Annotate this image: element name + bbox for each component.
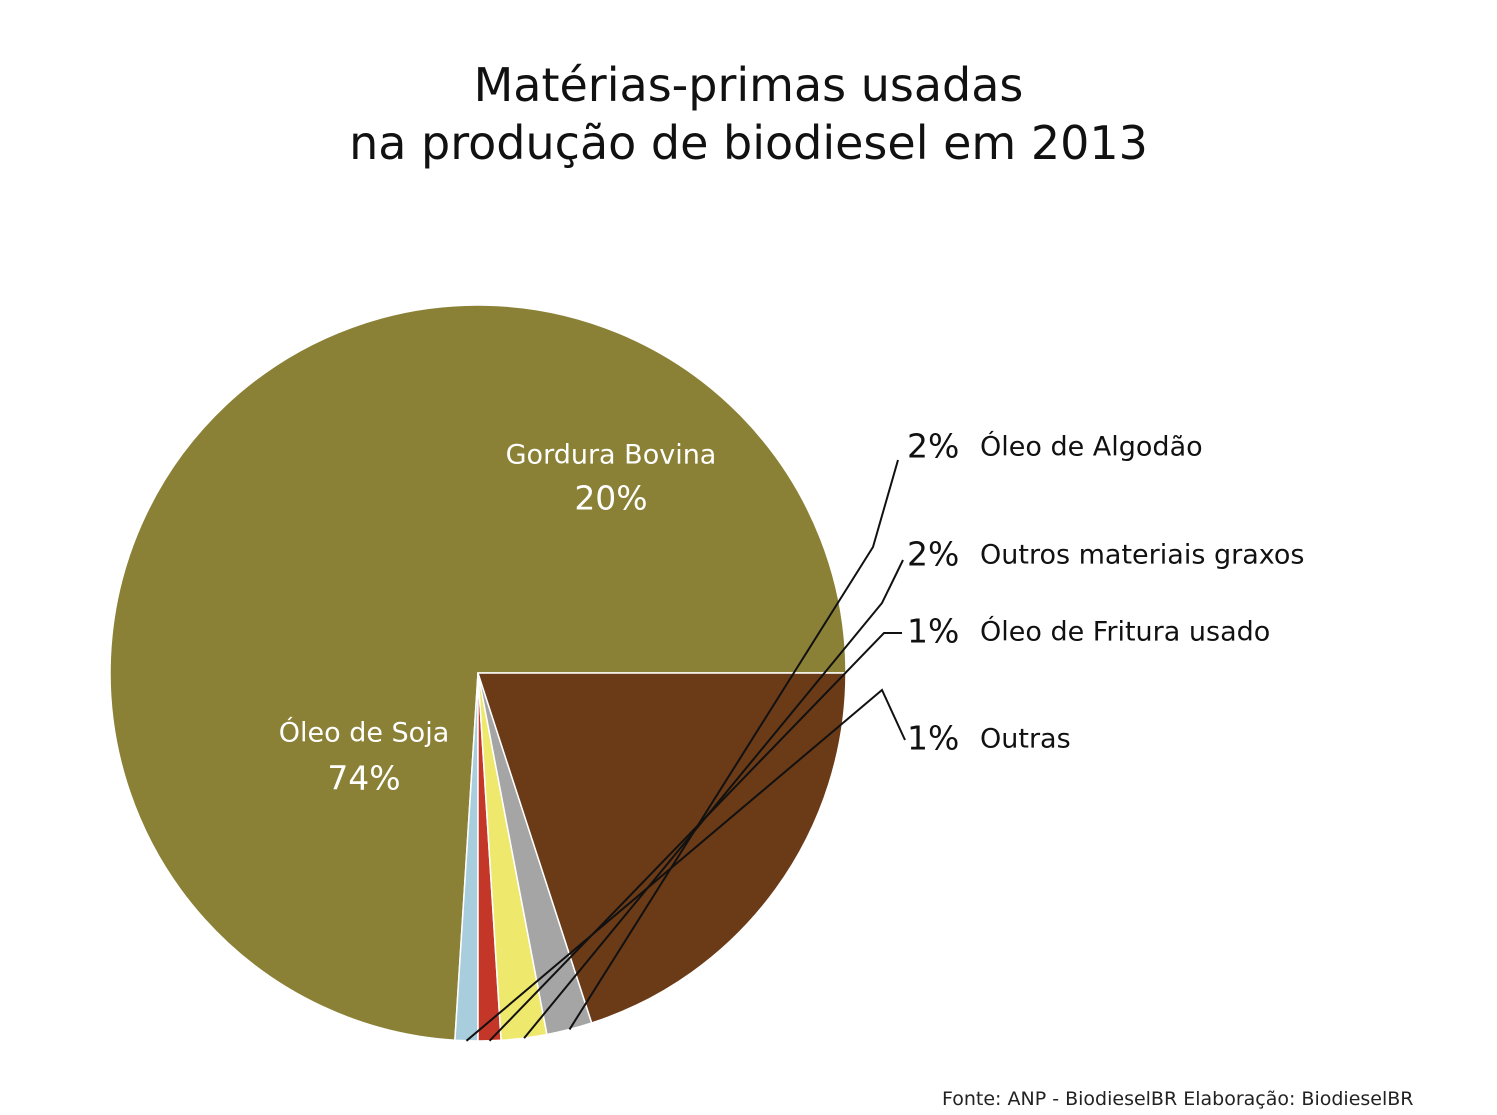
chart-title-line-1: Matérias-primas usadas: [473, 58, 1024, 112]
slice-value-outros-materiais-graxos: 2%: [907, 535, 959, 574]
slice-label-oleo-de-algodao: Óleo de Algodão: [980, 431, 1203, 463]
source-note: Fonte: ANP - BiodieselBR Elaboração: Bio…: [942, 1088, 1414, 1110]
chart-title: Matérias-primas usadas na produção de bi…: [0, 56, 1497, 172]
leader-line-outras: [465, 688, 906, 1042]
pie-slice-gordura-bovina: [476, 672, 847, 1024]
pie-slices: [109, 304, 847, 1042]
slice-value-oleo-de-fritura-usado: 1%: [907, 612, 959, 651]
slice-value-oleo-de-soja: 74%: [327, 759, 400, 798]
slice-value-oleo-de-algodao: 2%: [907, 427, 959, 466]
leader-line-oleo-de-algodao: [568, 459, 899, 1030]
slice-value-outras: 1%: [907, 719, 959, 758]
slice-label-oleo-de-soja: Óleo de Soja: [279, 717, 450, 749]
leader-line-outros-materiais-graxos: [523, 559, 904, 1039]
slice-label-gordura-bovina: Gordura Bovina: [506, 440, 717, 471]
slice-label-outros-materiais-graxos: Outros materiais graxos: [980, 540, 1305, 571]
slice-value-gordura-bovina: 20%: [574, 479, 647, 518]
leader-line-oleo-de-fritura-usado: [488, 632, 902, 1042]
slice-label-oleo-de-fritura-usado: Óleo de Fritura usado: [980, 616, 1270, 648]
slice-label-outras: Outras: [980, 724, 1071, 755]
chart-title-line-2: na produção de biodiesel em 2013: [349, 116, 1148, 170]
pie-labels: Óleo de Soja 74% 1% Outras 1% Óleo de Fritura…: [279, 427, 1305, 1042]
